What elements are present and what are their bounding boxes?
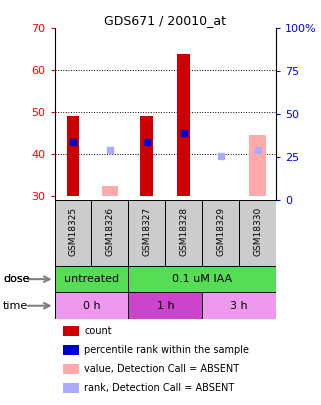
Bar bbox=[202, 200, 239, 266]
Bar bbox=[128, 266, 276, 292]
Bar bbox=[140, 116, 153, 196]
Bar bbox=[55, 292, 128, 319]
Bar bbox=[239, 200, 276, 266]
Bar bbox=[102, 185, 118, 196]
Text: GSM18328: GSM18328 bbox=[179, 207, 188, 256]
Bar bbox=[249, 135, 266, 196]
Text: GSM18326: GSM18326 bbox=[105, 207, 115, 256]
Bar bbox=[202, 292, 276, 319]
Text: 3 h: 3 h bbox=[230, 301, 248, 311]
Bar bbox=[128, 292, 202, 319]
Bar bbox=[128, 200, 165, 266]
Text: dose: dose bbox=[3, 274, 30, 284]
Text: dose: dose bbox=[3, 274, 30, 284]
Text: untreated: untreated bbox=[64, 274, 119, 284]
Text: 0 h: 0 h bbox=[83, 301, 100, 311]
Text: GSM18329: GSM18329 bbox=[216, 207, 225, 256]
Text: percentile rank within the sample: percentile rank within the sample bbox=[84, 345, 249, 355]
Text: time: time bbox=[3, 301, 29, 311]
Text: count: count bbox=[84, 326, 112, 336]
Text: 0.1 uM IAA: 0.1 uM IAA bbox=[172, 274, 232, 284]
Text: 1 h: 1 h bbox=[157, 301, 174, 311]
Bar bbox=[64, 383, 79, 393]
Bar bbox=[64, 326, 79, 336]
Bar bbox=[66, 116, 80, 196]
Text: rank, Detection Call = ABSENT: rank, Detection Call = ABSENT bbox=[84, 383, 235, 393]
Bar bbox=[55, 266, 128, 292]
Bar bbox=[165, 200, 202, 266]
Title: GDS671 / 20010_at: GDS671 / 20010_at bbox=[104, 14, 226, 27]
Bar bbox=[177, 53, 190, 196]
Text: GSM18325: GSM18325 bbox=[68, 207, 78, 256]
Bar bbox=[55, 200, 91, 266]
Text: value, Detection Call = ABSENT: value, Detection Call = ABSENT bbox=[84, 364, 239, 374]
Bar bbox=[64, 364, 79, 374]
Text: GSM18327: GSM18327 bbox=[142, 207, 152, 256]
Bar bbox=[91, 200, 128, 266]
Bar bbox=[64, 345, 79, 355]
Text: GSM18330: GSM18330 bbox=[253, 207, 262, 256]
